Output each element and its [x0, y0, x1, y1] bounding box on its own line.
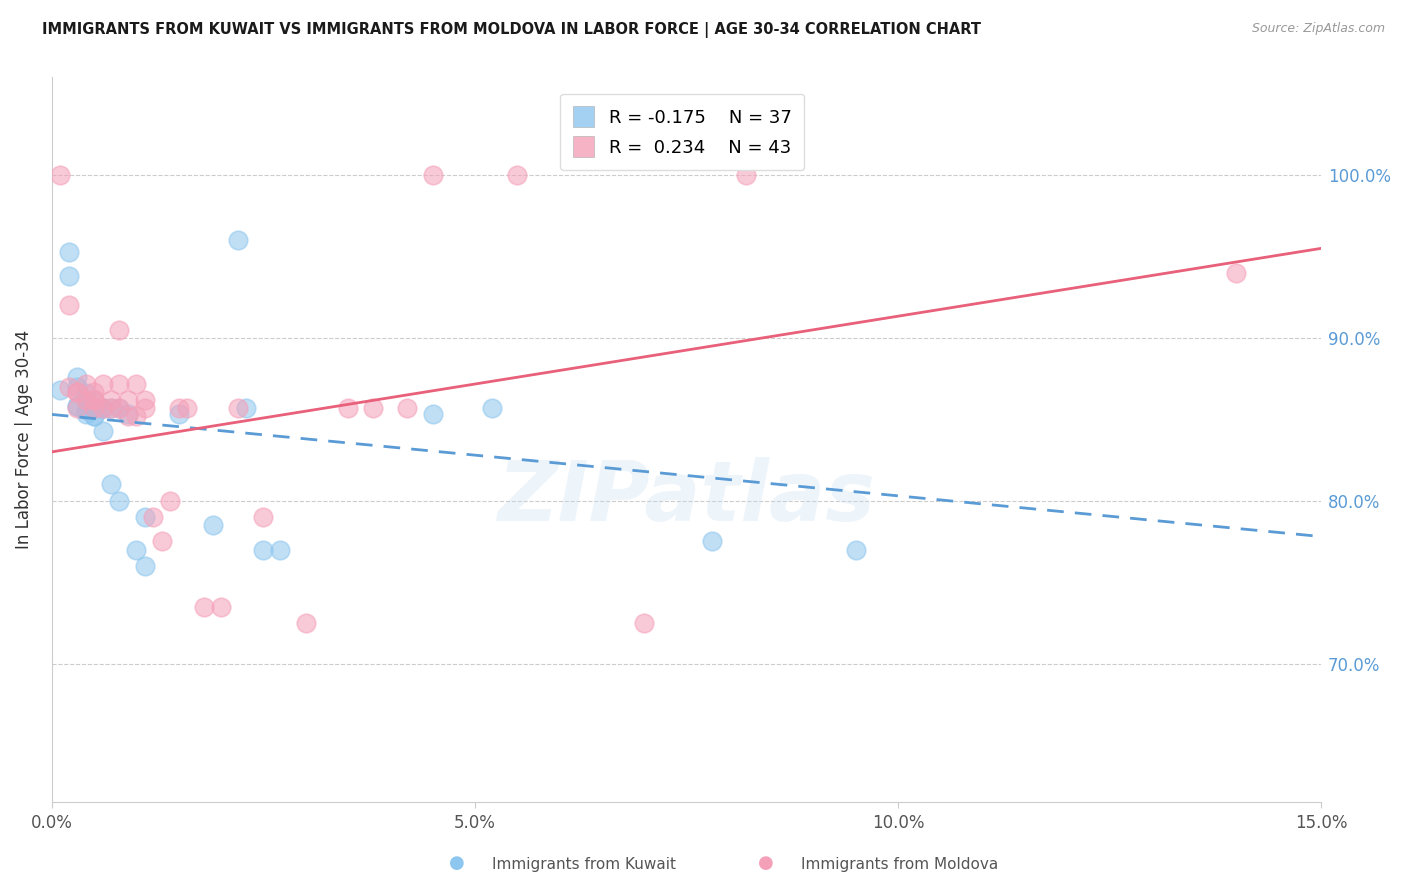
Point	[700, 534, 723, 549]
Point	[83, 384, 105, 399]
Point	[226, 233, 249, 247]
Point	[58, 268, 80, 283]
Point	[176, 401, 198, 415]
Point	[100, 401, 122, 415]
Point	[83, 392, 105, 407]
Point	[83, 401, 105, 415]
Point	[252, 542, 274, 557]
Point	[506, 168, 529, 182]
Point	[108, 401, 131, 415]
Point	[422, 408, 444, 422]
Point	[75, 392, 97, 407]
Point	[142, 510, 165, 524]
Point	[134, 510, 156, 524]
Point	[49, 383, 72, 397]
Point	[235, 401, 257, 415]
Point	[209, 599, 232, 614]
Text: Immigrants from Moldova: Immigrants from Moldova	[801, 857, 998, 872]
Point	[845, 542, 868, 557]
Point	[66, 370, 89, 384]
Point	[252, 510, 274, 524]
Point	[91, 401, 114, 415]
Point	[336, 401, 359, 415]
Point	[83, 409, 105, 423]
Point	[159, 493, 181, 508]
Text: Source: ZipAtlas.com: Source: ZipAtlas.com	[1251, 22, 1385, 36]
Point	[100, 477, 122, 491]
Point	[66, 401, 89, 415]
Point	[91, 401, 114, 415]
Point	[226, 401, 249, 415]
Point	[58, 380, 80, 394]
Point	[363, 401, 385, 415]
Point	[422, 168, 444, 182]
Point	[100, 401, 122, 415]
Point	[66, 384, 89, 399]
Point	[134, 392, 156, 407]
Point	[75, 386, 97, 401]
Point	[125, 409, 148, 423]
Point	[75, 392, 97, 407]
Text: IMMIGRANTS FROM KUWAIT VS IMMIGRANTS FROM MOLDOVA IN LABOR FORCE | AGE 30-34 COR: IMMIGRANTS FROM KUWAIT VS IMMIGRANTS FRO…	[42, 22, 981, 38]
Point	[66, 399, 89, 413]
Point	[83, 401, 105, 415]
Point	[117, 408, 139, 422]
Point	[75, 402, 97, 417]
Point	[150, 534, 173, 549]
Point	[193, 599, 215, 614]
Point	[83, 409, 105, 423]
Point	[117, 392, 139, 407]
Text: Immigrants from Kuwait: Immigrants from Kuwait	[492, 857, 676, 872]
Text: ●: ●	[758, 855, 775, 872]
Point	[294, 615, 316, 630]
Point	[83, 392, 105, 407]
Y-axis label: In Labor Force | Age 30-34: In Labor Force | Age 30-34	[15, 330, 32, 549]
Point	[66, 380, 89, 394]
Point	[167, 401, 190, 415]
Point	[91, 376, 114, 391]
Point	[167, 408, 190, 422]
Point	[134, 401, 156, 415]
Point	[269, 542, 291, 557]
Point	[49, 168, 72, 182]
Point	[108, 376, 131, 391]
Point	[75, 376, 97, 391]
Point	[91, 424, 114, 438]
Point	[66, 399, 89, 413]
Point	[108, 323, 131, 337]
Point	[108, 493, 131, 508]
Point	[125, 376, 148, 391]
Point	[75, 408, 97, 422]
Point	[481, 401, 503, 415]
Point	[201, 518, 224, 533]
Point	[100, 392, 122, 407]
Legend: R = -0.175    N = 37, R =  0.234    N = 43: R = -0.175 N = 37, R = 0.234 N = 43	[560, 94, 804, 169]
Point	[134, 558, 156, 573]
Point	[117, 409, 139, 423]
Point	[633, 615, 655, 630]
Text: ●: ●	[449, 855, 465, 872]
Point	[734, 168, 756, 182]
Point	[396, 401, 419, 415]
Point	[58, 244, 80, 259]
Point	[91, 401, 114, 415]
Point	[125, 542, 148, 557]
Point	[83, 401, 105, 415]
Text: ZIPatlas: ZIPatlas	[498, 457, 876, 538]
Point	[58, 298, 80, 312]
Point	[1225, 266, 1247, 280]
Point	[66, 384, 89, 399]
Point	[108, 401, 131, 415]
Point	[83, 392, 105, 407]
